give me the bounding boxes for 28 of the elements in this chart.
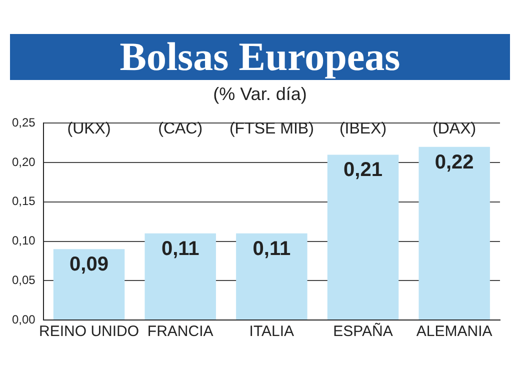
x-tick-label: ITALIA (249, 323, 294, 340)
y-tick-label: 0,25 (12, 116, 36, 130)
annotation: (UKX) (67, 120, 111, 138)
bar (327, 154, 399, 320)
y-tick-label: 0,10 (12, 234, 36, 248)
bar (144, 233, 216, 320)
annotation: (FTSE MIB) (229, 120, 314, 138)
data-label: 0,11 (252, 238, 291, 260)
chart-subtitle: (% Var. día) (212, 84, 308, 105)
y-tick-label: 0,05 (12, 272, 36, 287)
y-tick-label: 0,15 (12, 194, 36, 208)
data-label: 0,22 (434, 151, 474, 174)
y-tick-label: 0,20 (12, 154, 36, 169)
annotation: (IBEX) (339, 120, 387, 138)
x-tick-label: FRANCIA (147, 323, 214, 340)
chart-title: Bolsas Europeas (10, 34, 510, 80)
data-label: 0,21 (344, 159, 382, 182)
bar (53, 249, 125, 320)
annotation: (DAX) (432, 120, 476, 138)
x-tick-label: ESPAÑA (333, 322, 393, 340)
data-label: 0,11 (161, 238, 200, 260)
y-tick-label: 0,00 (12, 312, 36, 326)
bar (418, 146, 490, 320)
x-tick-label: REINO UNIDO (39, 323, 140, 340)
annotation: (CAC) (158, 120, 203, 138)
x-tick-label: ALEMANIA (416, 323, 492, 340)
data-label: 0,09 (70, 254, 108, 276)
bar (236, 233, 308, 320)
